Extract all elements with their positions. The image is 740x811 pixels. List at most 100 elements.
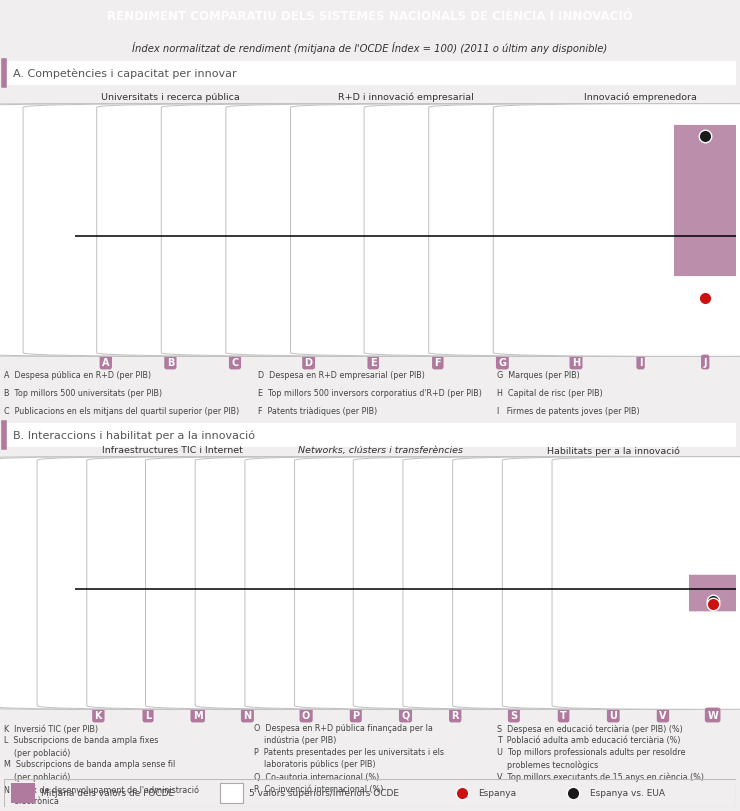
Text: U  Top millors professionals adults per resoldre: U Top millors professionals adults per r… <box>497 748 686 757</box>
Text: A: A <box>102 358 110 367</box>
FancyBboxPatch shape <box>84 173 386 274</box>
Text: (per població): (per població) <box>4 748 70 757</box>
Text: electrònica: electrònica <box>4 796 59 805</box>
Bar <box>11 783 35 803</box>
FancyBboxPatch shape <box>242 561 470 639</box>
FancyBboxPatch shape <box>245 457 566 710</box>
Text: U: U <box>609 710 617 720</box>
FancyBboxPatch shape <box>146 457 467 710</box>
Text: Mitjana OCDE
100: Mitjana OCDE 100 <box>18 580 71 599</box>
Text: R+D i innovació empresarial: R+D i innovació empresarial <box>337 92 474 101</box>
Text: R: R <box>451 710 459 720</box>
Text: M: M <box>193 710 203 720</box>
FancyBboxPatch shape <box>500 554 727 617</box>
Text: indústria (per PIB): indústria (per PIB) <box>255 736 337 744</box>
FancyBboxPatch shape <box>428 105 740 357</box>
FancyBboxPatch shape <box>23 105 447 357</box>
Text: I: I <box>639 358 642 367</box>
FancyBboxPatch shape <box>161 105 585 357</box>
Text: E  Top millors 500 inversors corporatius d'R+D (per PIB): E Top millors 500 inversors corporatius … <box>258 388 482 397</box>
FancyBboxPatch shape <box>223 199 523 281</box>
Text: 200: 200 <box>57 114 71 123</box>
FancyBboxPatch shape <box>353 457 674 710</box>
FancyBboxPatch shape <box>20 199 320 272</box>
Text: J: J <box>704 358 707 367</box>
Text: Q: Q <box>401 710 410 720</box>
FancyBboxPatch shape <box>403 457 724 710</box>
FancyBboxPatch shape <box>502 457 740 710</box>
Text: 0: 0 <box>67 350 71 359</box>
Text: C  Publicacions en els mitjans del quartil superior (per PIB): C Publicacions en els mitjans del quarti… <box>4 407 239 416</box>
FancyBboxPatch shape <box>133 513 361 617</box>
Text: W: W <box>707 710 718 720</box>
FancyBboxPatch shape <box>226 105 650 357</box>
Text: Espanya: Espanya <box>478 788 517 797</box>
Text: M  Subscripcions de banda ampla sense fil: M Subscripcions de banda ampla sense fil <box>4 759 175 769</box>
Text: D  Despesa en R+D empresarial (per PIB): D Despesa en R+D empresarial (per PIB) <box>258 371 425 380</box>
Text: (per població): (per població) <box>4 771 70 781</box>
Text: B: B <box>166 358 174 367</box>
Text: L  Subscripcions de banda ampla fixes: L Subscripcions de banda ampla fixes <box>4 736 158 744</box>
Text: N: N <box>243 710 252 720</box>
FancyBboxPatch shape <box>192 569 420 665</box>
FancyBboxPatch shape <box>491 161 740 281</box>
Text: P  Patents presentades per les universitats i els: P Patents presentades per les universita… <box>255 748 444 757</box>
FancyBboxPatch shape <box>0 504 212 621</box>
Text: I   Firmes de patents joves (per PIB): I Firmes de patents joves (per PIB) <box>497 407 640 416</box>
Text: J   Índex de facilitat per emprendre: J Índex de facilitat per emprendre <box>497 425 638 436</box>
Text: T: T <box>560 710 567 720</box>
Text: H: H <box>572 358 580 367</box>
Text: F  Patents triàdiques (per PIB): F Patents triàdiques (per PIB) <box>258 407 377 416</box>
FancyBboxPatch shape <box>494 105 740 357</box>
FancyBboxPatch shape <box>450 542 678 609</box>
FancyBboxPatch shape <box>295 457 616 710</box>
FancyBboxPatch shape <box>352 225 653 268</box>
FancyBboxPatch shape <box>549 565 740 615</box>
FancyBboxPatch shape <box>599 575 740 611</box>
Text: N  Índex de desenvolupament de l'administració: N Índex de desenvolupament de l'administ… <box>4 783 199 794</box>
Text: 200: 200 <box>57 467 71 476</box>
Text: RENDIMENT COMPARATIU DELS SISTEMES NACIONALS DE CIÈNCIA I INNOVACIÓ: RENDIMENT COMPARATIU DELS SISTEMES NACIO… <box>107 10 633 23</box>
FancyBboxPatch shape <box>0 457 309 710</box>
Text: Innovació emprenedora: Innovació emprenedora <box>584 92 697 101</box>
Text: G  Marques (per PIB): G Marques (per PIB) <box>497 371 580 380</box>
Text: E: E <box>370 358 377 367</box>
Text: 5 valors superiors/inferiors OCDE: 5 valors superiors/inferiors OCDE <box>249 788 399 797</box>
Text: C: C <box>232 358 238 367</box>
FancyBboxPatch shape <box>34 569 262 624</box>
Text: O  Despesa en R+D pública finançada per la: O Despesa en R+D pública finançada per l… <box>255 723 433 732</box>
Text: K: K <box>95 710 102 720</box>
FancyBboxPatch shape <box>195 457 517 710</box>
Text: Meitat inf. OCDE
50: Meitat inf. OCDE 50 <box>8 638 71 658</box>
FancyBboxPatch shape <box>552 457 740 710</box>
Text: Meitat sup. OCDE
150: Meitat sup. OCDE 150 <box>4 168 71 187</box>
Text: B  Top millors 500 universitats (per PIB): B Top millors 500 universitats (per PIB) <box>4 388 162 397</box>
FancyBboxPatch shape <box>555 126 740 277</box>
Text: Q  Co-autoria internacional (%): Q Co-autoria internacional (%) <box>255 771 380 780</box>
Text: V: V <box>659 710 667 720</box>
Text: Universitats i recerca pública: Universitats i recerca pública <box>101 92 240 101</box>
FancyBboxPatch shape <box>37 457 358 710</box>
Text: problemes tecnològics: problemes tecnològics <box>497 759 599 769</box>
Text: Habilitats per a la innovació: Habilitats per a la innovació <box>547 446 680 455</box>
Text: F: F <box>434 358 441 367</box>
Text: D: D <box>305 358 312 367</box>
Text: R  Co-invenció internacional (%): R Co-invenció internacional (%) <box>255 783 383 792</box>
Text: B. Interaccions i habilitat per a la innovació: B. Interaccions i habilitat per a la inn… <box>13 430 255 440</box>
FancyBboxPatch shape <box>341 622 569 645</box>
Text: Meitat sup. OCDE
150: Meitat sup. OCDE 150 <box>4 521 71 540</box>
Text: Espanya vs. EUA: Espanya vs. EUA <box>590 788 665 797</box>
Text: Meitat inf. OCDE
50: Meitat inf. OCDE 50 <box>8 286 71 305</box>
FancyBboxPatch shape <box>97 105 520 357</box>
FancyBboxPatch shape <box>0 105 383 357</box>
Bar <box>220 783 243 803</box>
Text: Mitjana OCDE
100: Mitjana OCDE 100 <box>18 227 71 247</box>
Text: Networks, clústers i transferències: Networks, clústers i transferències <box>298 446 463 455</box>
Text: H  Capital de risc (per PIB): H Capital de risc (per PIB) <box>497 388 603 397</box>
FancyBboxPatch shape <box>87 457 408 710</box>
FancyBboxPatch shape <box>158 178 459 292</box>
Text: S  Despesa en educació terciària (per PIB) (%): S Despesa en educació terciària (per PIB… <box>497 723 683 732</box>
Text: A. Competències i capacitat per innovar: A. Competències i capacitat per innovar <box>13 69 236 79</box>
Text: laboratoris públics (per PIB): laboratoris públics (per PIB) <box>255 759 376 769</box>
Text: Infraestructures TIC i Internet: Infraestructures TIC i Internet <box>102 446 243 455</box>
